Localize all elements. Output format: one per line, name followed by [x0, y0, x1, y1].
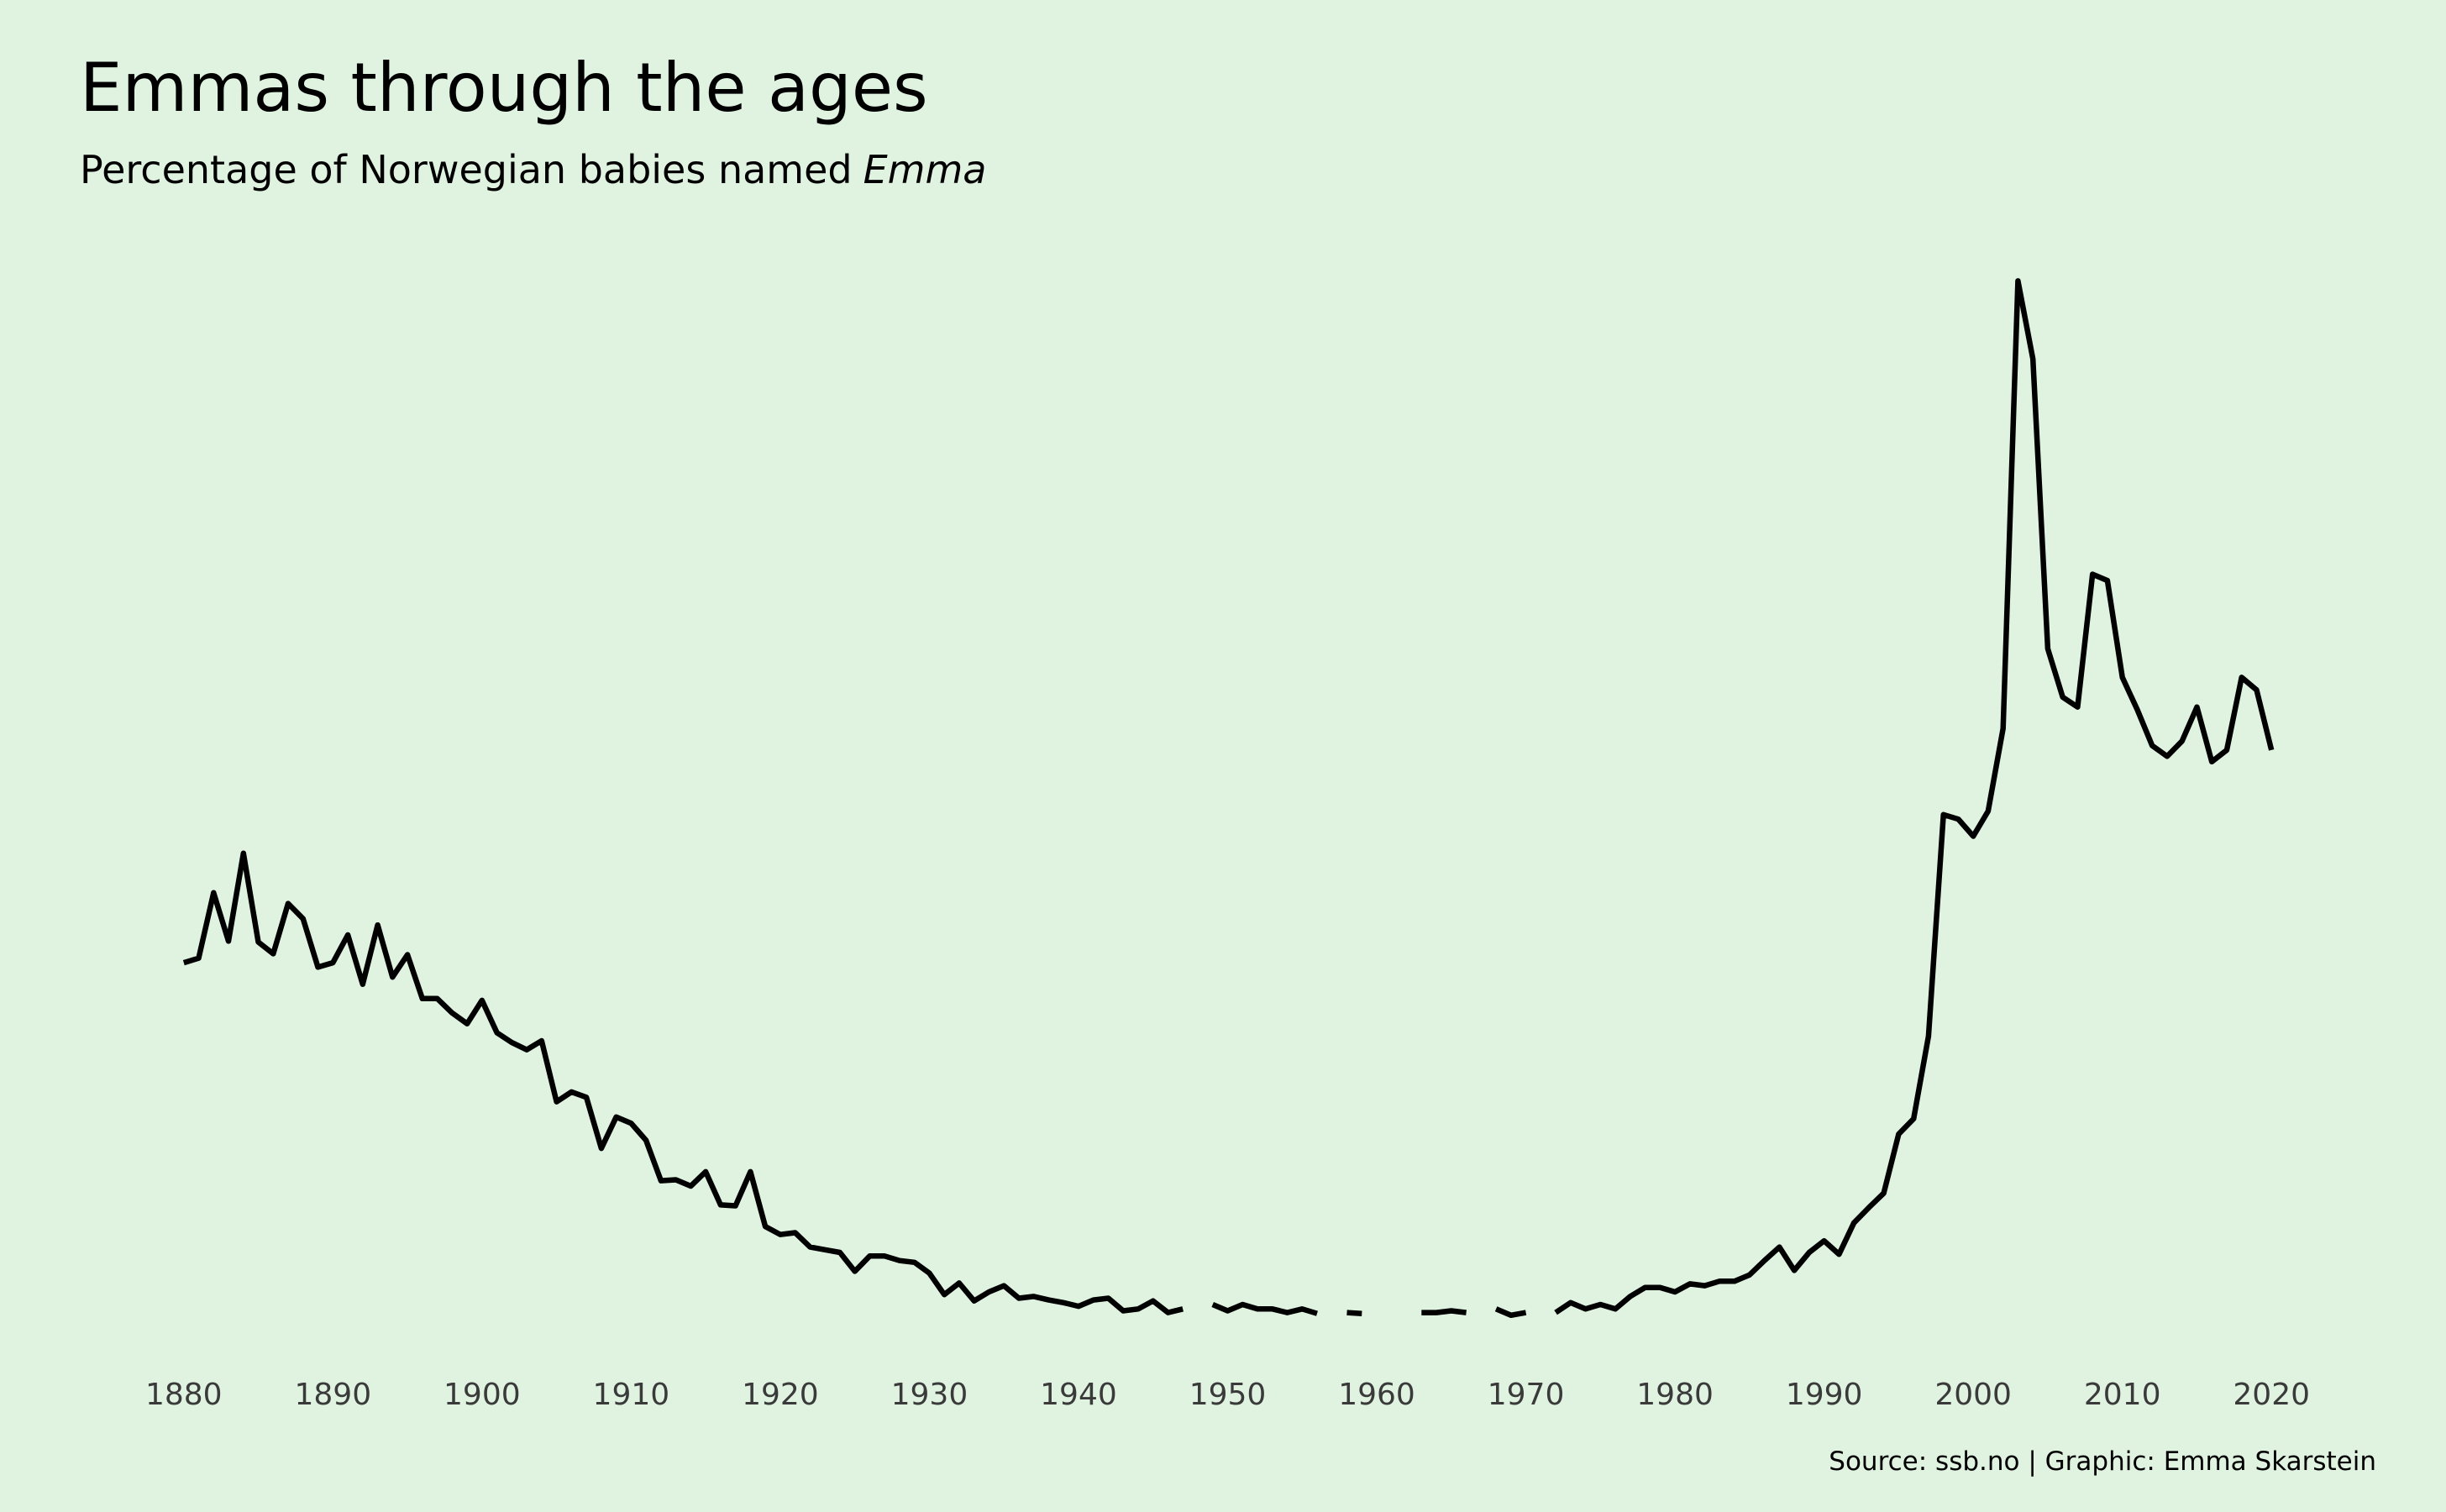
caption: Source: ssb.no | Graphic: Emma Skarstein [1829, 1446, 2376, 1477]
subtitle-emphasis: Emma [863, 147, 987, 192]
x-tick-label: 1980 [1636, 1378, 1714, 1412]
x-tick-label: 1900 [444, 1378, 521, 1412]
x-tick-label: 1970 [1488, 1378, 1565, 1412]
x-tick-label: 1910 [593, 1378, 670, 1412]
x-tick-label: 1940 [1040, 1378, 1117, 1412]
x-tick-label: 2020 [2233, 1378, 2310, 1412]
x-tick-label: 2010 [2084, 1378, 2161, 1412]
chart-title: Emmas through the ages [80, 49, 928, 127]
x-tick-label: 2000 [1934, 1378, 2012, 1412]
x-tick-label: 1930 [891, 1378, 968, 1412]
data-line [182, 278, 2275, 1319]
x-tick-label: 1960 [1338, 1378, 1415, 1412]
x-tick-label: 1950 [1189, 1378, 1267, 1412]
subtitle-text: Percentage of Norwegian babies named [80, 147, 853, 192]
x-tick-label: 1890 [294, 1378, 371, 1412]
x-tick-label: 1920 [742, 1378, 819, 1412]
chart-subtitle: Percentage of Norwegian babies named Emma [80, 147, 986, 192]
x-tick-label: 1880 [145, 1378, 223, 1412]
x-tick-label: 1990 [1786, 1378, 1863, 1412]
